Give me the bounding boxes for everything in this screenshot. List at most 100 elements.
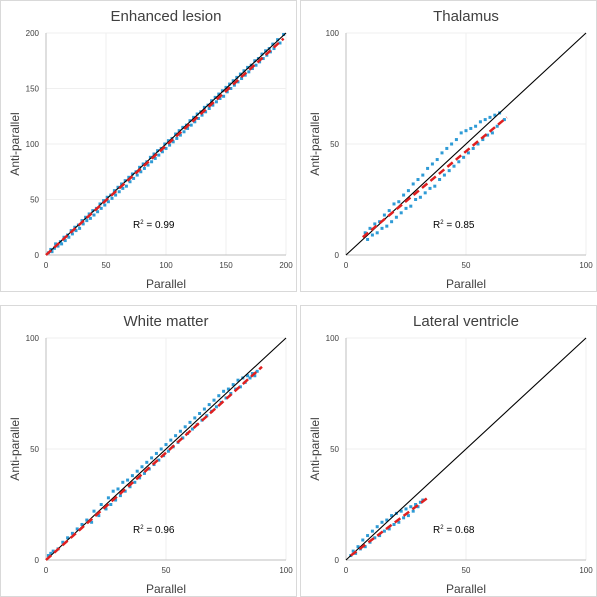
thalamus-x-tick-label: 100 bbox=[579, 261, 593, 270]
enhanced-lesion-data-point bbox=[177, 129, 181, 133]
enhanced-lesion-data-point bbox=[189, 123, 193, 127]
white-matter-data-point bbox=[246, 374, 250, 378]
white-matter-data-point bbox=[214, 405, 218, 409]
thalamus-data-point bbox=[438, 178, 442, 182]
thalamus-r-squared-value: = 0.85 bbox=[444, 220, 475, 231]
white-matter-data-point bbox=[142, 471, 146, 475]
enhanced-lesion-data-point bbox=[195, 112, 199, 116]
enhanced-lesion-data-point bbox=[132, 176, 136, 180]
enhanced-lesion-data-point bbox=[160, 150, 164, 154]
enhanced-lesion-data-point bbox=[204, 110, 208, 114]
enhanced-lesion-data-point bbox=[238, 72, 242, 76]
enhanced-lesion-panel: Enhanced lesion 0 50 100 150 200 0 50 100 150 200 P… bbox=[0, 0, 297, 292]
white-matter-data-point bbox=[183, 425, 187, 429]
lateral-ventricle-y-tick-label: 0 bbox=[335, 556, 340, 565]
enhanced-lesion-data-point bbox=[188, 119, 192, 123]
white-matter-data-point bbox=[128, 485, 132, 489]
enhanced-lesion-data-point bbox=[138, 165, 142, 169]
thalamus-x-tick-label: 0 bbox=[344, 261, 349, 270]
thalamus-identity-line bbox=[345, 32, 587, 256]
enhanced-lesion-data-point bbox=[229, 87, 233, 90]
enhanced-lesion-data-point bbox=[114, 193, 118, 197]
thalamus-data-point bbox=[409, 204, 413, 208]
thalamus-y-tick-label: 100 bbox=[326, 29, 340, 38]
enhanced-lesion-data-point bbox=[74, 229, 78, 233]
enhanced-lesion-y-tick-label: 150 bbox=[26, 85, 40, 94]
enhanced-lesion-data-point bbox=[228, 82, 232, 86]
thalamus-data-point bbox=[402, 193, 406, 197]
thalamus-r-squared-symbol: R bbox=[433, 220, 440, 231]
thalamus-data-point bbox=[486, 133, 490, 137]
white-matter-data-point bbox=[145, 460, 149, 464]
thalamus-y-tick-label: 50 bbox=[330, 140, 339, 149]
lateral-ventricle-x-tick-label: 50 bbox=[462, 566, 471, 575]
enhanced-lesion-data-point bbox=[175, 136, 179, 140]
enhanced-lesion-data-point bbox=[174, 132, 178, 136]
enhanced-lesion-r-squared-symbol: R bbox=[133, 220, 140, 231]
enhanced-lesion-r-squared-exponent: 2 bbox=[140, 220, 144, 226]
white-matter-y-tick-label: 50 bbox=[30, 445, 39, 454]
thalamus-fit-line bbox=[362, 116, 508, 239]
white-matter-data-point bbox=[238, 385, 242, 389]
white-matter-data-point bbox=[253, 374, 257, 378]
thalamus-data-point bbox=[502, 118, 506, 122]
thalamus-data-point bbox=[387, 209, 391, 213]
enhanced-lesion-data-point bbox=[236, 80, 240, 84]
white-matter-data-point bbox=[190, 427, 194, 431]
thalamus-data-point bbox=[373, 222, 377, 226]
thalamus-data-point bbox=[493, 113, 497, 117]
enhanced-lesion-data-point bbox=[121, 186, 125, 190]
lateral-ventricle-y-tick-label: 50 bbox=[330, 445, 339, 454]
thalamus-data-point bbox=[397, 200, 401, 204]
white-matter-y-axis-label: Anti-parallel bbox=[8, 417, 22, 480]
lateral-ventricle-r-squared-symbol: R bbox=[433, 525, 440, 536]
thalamus-data-point bbox=[411, 182, 415, 186]
white-matter-data-point bbox=[97, 514, 101, 518]
lateral-ventricle-data-point bbox=[382, 529, 386, 533]
lateral-ventricle-y-tick-label: 100 bbox=[326, 334, 340, 343]
thalamus-y-axis-label: Anti-parallel bbox=[308, 112, 322, 175]
white-matter-data-point bbox=[92, 509, 96, 513]
lateral-ventricle-data-point bbox=[416, 505, 420, 509]
white-matter-data-point bbox=[135, 469, 139, 473]
white-matter-data-point bbox=[90, 520, 94, 524]
enhanced-lesion-data-point bbox=[112, 189, 116, 193]
enhanced-lesion-data-point bbox=[99, 206, 103, 210]
thalamus-data-point bbox=[464, 129, 468, 133]
enhanced-lesion-data-point bbox=[120, 182, 124, 186]
white-matter-x-axis-label: Parallel bbox=[146, 582, 186, 596]
thalamus-data-point bbox=[452, 164, 456, 168]
white-matter-r-squared-exponent: 2 bbox=[140, 525, 144, 531]
lateral-ventricle-r-squared-label: R2 = 0.68 bbox=[433, 525, 475, 536]
white-matter-data-point bbox=[181, 436, 185, 440]
enhanced-lesion-data-point bbox=[253, 59, 257, 63]
enhanced-lesion-data-point bbox=[84, 215, 88, 219]
enhanced-lesion-data-point bbox=[153, 156, 157, 160]
lateral-ventricle-chart: Lateral ventricle 0 50 100 0 50 100 Parallel Ant… bbox=[308, 313, 593, 596]
thalamus-data-point bbox=[404, 206, 408, 210]
white-matter-data-point bbox=[198, 411, 202, 415]
enhanced-lesion-identity-line bbox=[45, 32, 287, 256]
enhanced-lesion-data-point bbox=[235, 75, 239, 79]
enhanced-lesion-data-point bbox=[164, 146, 168, 150]
lateral-ventricle-data-point bbox=[406, 514, 410, 518]
thalamus-data-point bbox=[495, 124, 499, 128]
white-matter-data-point bbox=[188, 420, 192, 424]
white-matter-data-point bbox=[248, 376, 252, 380]
enhanced-lesion-data-point bbox=[63, 239, 67, 243]
enhanced-lesion-data-point bbox=[60, 242, 64, 246]
enhanced-lesion-x-axis-label: Parallel bbox=[146, 277, 186, 291]
enhanced-lesion-data-point bbox=[222, 94, 226, 98]
lateral-ventricle-data-point bbox=[378, 534, 382, 538]
white-matter-data-point bbox=[70, 531, 74, 535]
white-matter-data-point bbox=[169, 438, 173, 442]
white-matter-data-point bbox=[49, 551, 53, 555]
white-matter-data-point bbox=[217, 394, 221, 398]
white-matter-data-point bbox=[154, 451, 158, 455]
thalamus-data-point bbox=[462, 155, 466, 159]
enhanced-lesion-data-point bbox=[202, 105, 206, 109]
lateral-ventricle-data-point bbox=[399, 509, 403, 513]
enhanced-lesion-data-point bbox=[139, 170, 143, 174]
enhanced-lesion-data-point bbox=[163, 142, 167, 146]
white-matter-data-point bbox=[121, 480, 125, 484]
